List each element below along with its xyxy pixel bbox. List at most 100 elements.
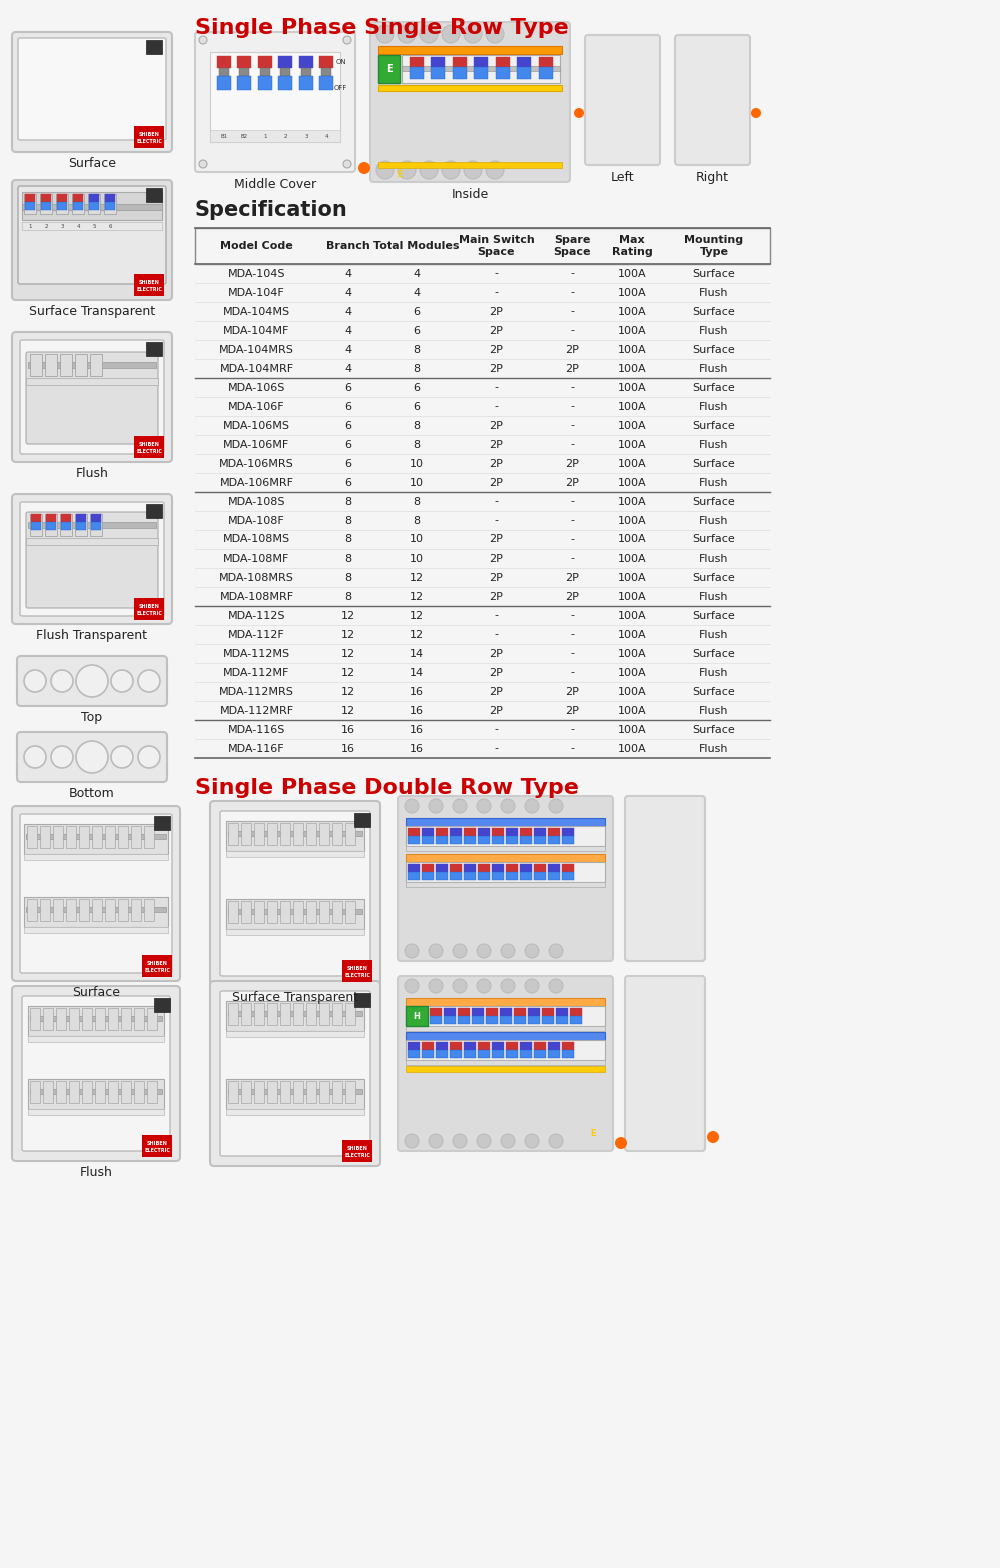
Circle shape: [405, 1134, 419, 1148]
Bar: [492, 828, 504, 836]
Text: Top: Top: [81, 710, 103, 724]
Bar: [134, 597, 164, 619]
Text: MDA-112MF: MDA-112MF: [223, 668, 290, 677]
Text: 100A: 100A: [618, 287, 646, 298]
Text: 100A: 100A: [618, 497, 646, 506]
Text: 4: 4: [344, 326, 352, 336]
Text: Flush: Flush: [699, 591, 729, 602]
Bar: [548, 872, 560, 880]
Bar: [492, 836, 504, 844]
Text: E: E: [397, 169, 403, 179]
Bar: [422, 864, 434, 872]
Bar: [226, 1109, 364, 1115]
Text: -: -: [570, 516, 574, 525]
Bar: [228, 1090, 362, 1094]
Bar: [406, 826, 605, 847]
Text: 100A: 100A: [618, 610, 646, 621]
Bar: [53, 898, 63, 920]
Bar: [24, 897, 168, 927]
Bar: [82, 1008, 92, 1030]
FancyBboxPatch shape: [398, 797, 613, 961]
Text: B2: B2: [241, 133, 248, 138]
Text: 2P: 2P: [490, 345, 503, 354]
Text: 2P: 2P: [490, 439, 503, 450]
Bar: [450, 1051, 462, 1058]
Bar: [436, 1043, 448, 1051]
Bar: [105, 826, 115, 848]
Text: -: -: [570, 268, 574, 279]
Bar: [61, 522, 71, 530]
Bar: [534, 1051, 546, 1058]
Bar: [217, 56, 231, 67]
Circle shape: [111, 670, 133, 691]
Bar: [342, 960, 372, 982]
Text: 6: 6: [344, 383, 352, 392]
FancyBboxPatch shape: [17, 655, 167, 706]
Text: Surface: Surface: [693, 306, 735, 317]
Bar: [45, 354, 57, 376]
Bar: [26, 834, 166, 839]
Bar: [43, 1008, 53, 1030]
Bar: [41, 194, 51, 202]
Bar: [534, 872, 546, 880]
Circle shape: [420, 25, 438, 42]
FancyBboxPatch shape: [12, 180, 172, 299]
Bar: [548, 1051, 560, 1058]
Text: MDA-104MF: MDA-104MF: [223, 326, 290, 336]
Text: -: -: [570, 439, 574, 450]
Text: Surface: Surface: [693, 420, 735, 431]
Text: 3: 3: [60, 224, 64, 229]
Text: 100A: 100A: [618, 687, 646, 696]
Bar: [464, 864, 476, 872]
Bar: [506, 864, 518, 872]
Bar: [496, 67, 510, 78]
Text: 100A: 100A: [618, 268, 646, 279]
Circle shape: [199, 36, 207, 44]
Bar: [534, 836, 546, 844]
Bar: [319, 56, 333, 67]
Bar: [228, 1004, 238, 1025]
Bar: [293, 823, 303, 845]
Bar: [406, 1025, 605, 1032]
Bar: [542, 1016, 554, 1024]
Bar: [131, 826, 141, 848]
Bar: [144, 826, 154, 848]
Bar: [43, 1080, 53, 1102]
Bar: [24, 194, 36, 213]
Text: 14: 14: [409, 668, 424, 677]
Text: 100A: 100A: [618, 649, 646, 659]
Bar: [534, 864, 546, 872]
Circle shape: [76, 742, 108, 773]
Bar: [436, 836, 448, 844]
Bar: [280, 823, 290, 845]
Circle shape: [549, 944, 563, 958]
Bar: [450, 872, 462, 880]
Text: 100A: 100A: [618, 420, 646, 431]
FancyBboxPatch shape: [220, 811, 370, 975]
Text: 16: 16: [341, 724, 355, 734]
Bar: [228, 1011, 362, 1016]
Text: MDA-106S: MDA-106S: [228, 383, 285, 392]
Bar: [506, 1043, 518, 1051]
Text: SHIBEN: SHIBEN: [139, 604, 159, 608]
Bar: [147, 1008, 157, 1030]
Bar: [28, 522, 156, 528]
Text: 2P: 2P: [565, 706, 579, 715]
Bar: [293, 1004, 303, 1025]
Text: Surface: Surface: [693, 649, 735, 659]
Text: -: -: [570, 401, 574, 411]
Bar: [241, 823, 251, 845]
Bar: [345, 902, 355, 924]
Bar: [228, 909, 362, 914]
FancyBboxPatch shape: [675, 34, 750, 165]
Text: Surface: Surface: [693, 497, 735, 506]
Text: MDA-112MRS: MDA-112MRS: [219, 687, 294, 696]
Text: Flush: Flush: [699, 326, 729, 336]
Bar: [46, 514, 56, 522]
Bar: [73, 194, 83, 202]
Text: -: -: [494, 268, 498, 279]
Text: Flush: Flush: [699, 439, 729, 450]
Text: 8: 8: [413, 420, 420, 431]
Bar: [556, 1008, 568, 1016]
Text: 12: 12: [409, 629, 424, 640]
